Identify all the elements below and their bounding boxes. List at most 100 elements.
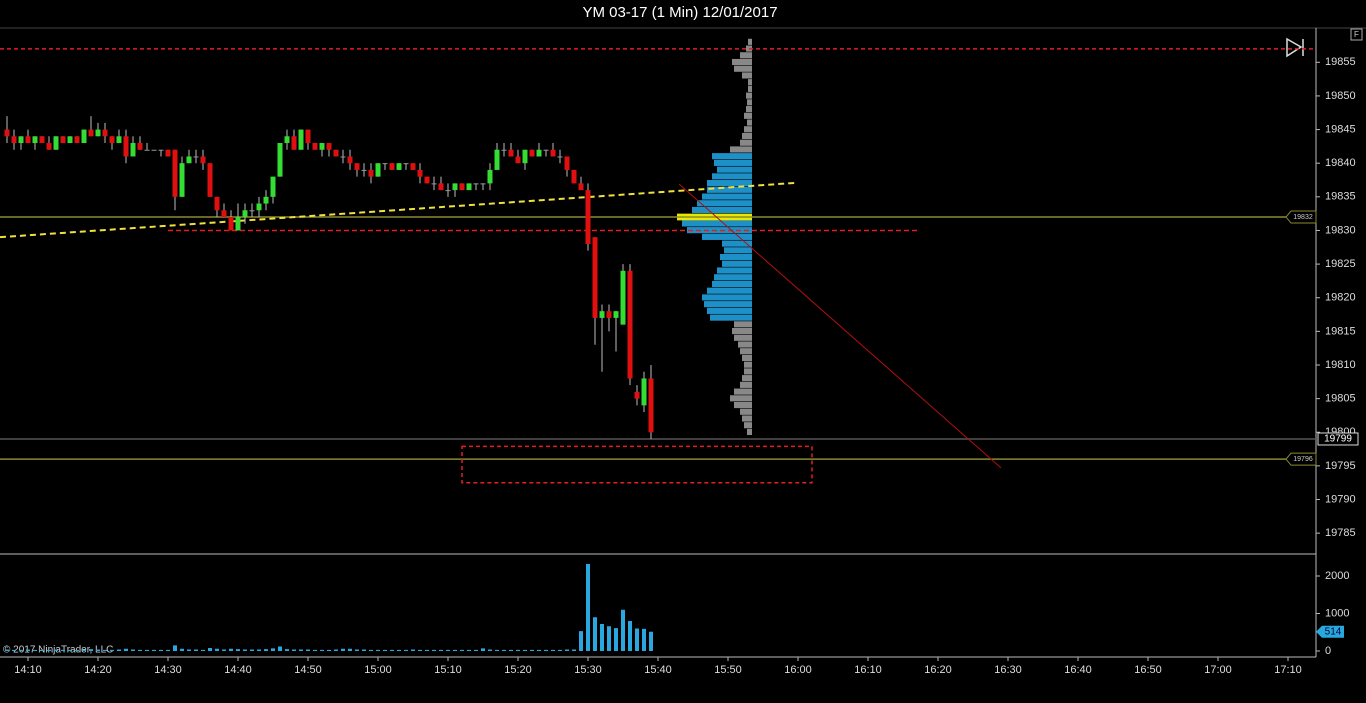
x-tick-label: 14:40 xyxy=(224,664,252,676)
volume-bar xyxy=(565,649,569,651)
profile-bar xyxy=(747,428,752,436)
candle-body xyxy=(361,169,367,171)
candle-body xyxy=(480,183,486,185)
y-tick-label: 19835 xyxy=(1325,191,1356,203)
candle-body xyxy=(417,169,423,177)
candle-body xyxy=(592,237,598,318)
candle-body xyxy=(200,156,206,164)
candle-body xyxy=(4,129,10,137)
profile-bar xyxy=(710,314,752,321)
volume-bar xyxy=(229,648,233,651)
volume-bar xyxy=(481,648,485,651)
x-tick-label: 14:10 xyxy=(14,664,42,676)
last-price-tag xyxy=(1317,432,1359,446)
volume-bar xyxy=(474,649,478,651)
candle-body xyxy=(74,136,80,144)
volume-bar xyxy=(103,649,107,651)
y-tick-label: 19825 xyxy=(1325,258,1356,270)
volume-bar xyxy=(285,649,289,651)
profile-bar xyxy=(702,294,752,301)
candle-body xyxy=(144,149,150,151)
volume-bar xyxy=(558,649,562,651)
volume-bar xyxy=(579,631,583,651)
x-tick-label: 15:00 xyxy=(364,664,392,676)
profile-bar xyxy=(740,52,752,59)
candle-body xyxy=(46,143,52,150)
volume-bar xyxy=(523,649,527,651)
volume-bar xyxy=(600,624,604,651)
volume-bar xyxy=(313,649,317,651)
profile-bar xyxy=(740,139,752,146)
volume-bar xyxy=(467,649,471,651)
y-tick-label: 19855 xyxy=(1325,56,1356,68)
candle-body xyxy=(263,196,269,204)
candle-body xyxy=(193,156,199,158)
volume-bar xyxy=(320,649,324,651)
profile-bar xyxy=(707,287,752,294)
profile-bar xyxy=(748,38,752,45)
volume-bar xyxy=(264,649,268,651)
volume-bar xyxy=(516,649,520,651)
volume-bar xyxy=(355,649,359,651)
candle-body xyxy=(599,311,605,318)
candle-body xyxy=(389,163,395,170)
button[interactable]: F xyxy=(1354,30,1359,39)
y-tick-label: 19845 xyxy=(1325,123,1356,135)
volume-tick-label: 0 xyxy=(1325,645,1331,657)
volume-bar xyxy=(292,649,296,651)
candle-body xyxy=(235,217,241,231)
candle-body xyxy=(67,136,73,144)
volume-bar xyxy=(593,617,597,651)
y-tick-label: 19830 xyxy=(1325,224,1356,236)
candle-body xyxy=(256,203,262,211)
candle-body xyxy=(305,129,311,144)
y-tick-label: 19795 xyxy=(1325,460,1356,472)
volume-bar xyxy=(40,649,44,651)
volume-bar xyxy=(250,649,254,651)
volume-bar xyxy=(89,649,93,651)
volume-bar xyxy=(47,649,51,651)
volume-bar xyxy=(446,649,450,651)
volume-bar xyxy=(530,649,534,651)
profile-bar xyxy=(747,119,752,126)
profile-bar xyxy=(717,267,752,274)
profile-bar xyxy=(702,233,752,240)
candle-body xyxy=(277,143,283,177)
candle-body xyxy=(284,136,290,144)
volume-bar xyxy=(460,649,464,651)
profile-bar xyxy=(702,193,752,200)
candle-body xyxy=(424,176,430,184)
volume-bar xyxy=(243,649,247,651)
profile-bar xyxy=(717,166,752,173)
zone-rectangle xyxy=(461,445,813,484)
candle-body xyxy=(186,156,192,164)
candle-body xyxy=(270,176,276,197)
profile-bar xyxy=(734,321,752,328)
profile-bar xyxy=(740,408,752,415)
x-tick-label: 17:10 xyxy=(1274,664,1302,676)
volume-bar xyxy=(75,649,79,651)
candle-body xyxy=(333,149,339,157)
candle-body xyxy=(466,183,472,191)
volume-bar xyxy=(334,649,338,651)
candle-body xyxy=(214,196,220,211)
candle-body xyxy=(382,163,388,165)
volume-bar xyxy=(131,649,135,651)
x-tick-label: 15:10 xyxy=(434,664,462,676)
candle-body xyxy=(585,190,591,244)
volume-bar xyxy=(187,649,191,651)
candle-body xyxy=(452,183,458,191)
profile-bar xyxy=(730,146,752,153)
candle-body xyxy=(242,210,248,218)
copyright: © 2017 NinjaTrader, LLC xyxy=(3,645,113,656)
candle-body xyxy=(410,163,416,170)
candle-body xyxy=(648,378,654,433)
button-box[interactable] xyxy=(1350,28,1363,41)
volume-bar xyxy=(628,621,632,651)
x-tick-label: 15:40 xyxy=(644,664,672,676)
volume-bar xyxy=(68,649,72,651)
candle-body xyxy=(438,183,444,191)
scroll-end-icon[interactable] xyxy=(1286,37,1304,58)
level-tag xyxy=(1285,210,1317,224)
